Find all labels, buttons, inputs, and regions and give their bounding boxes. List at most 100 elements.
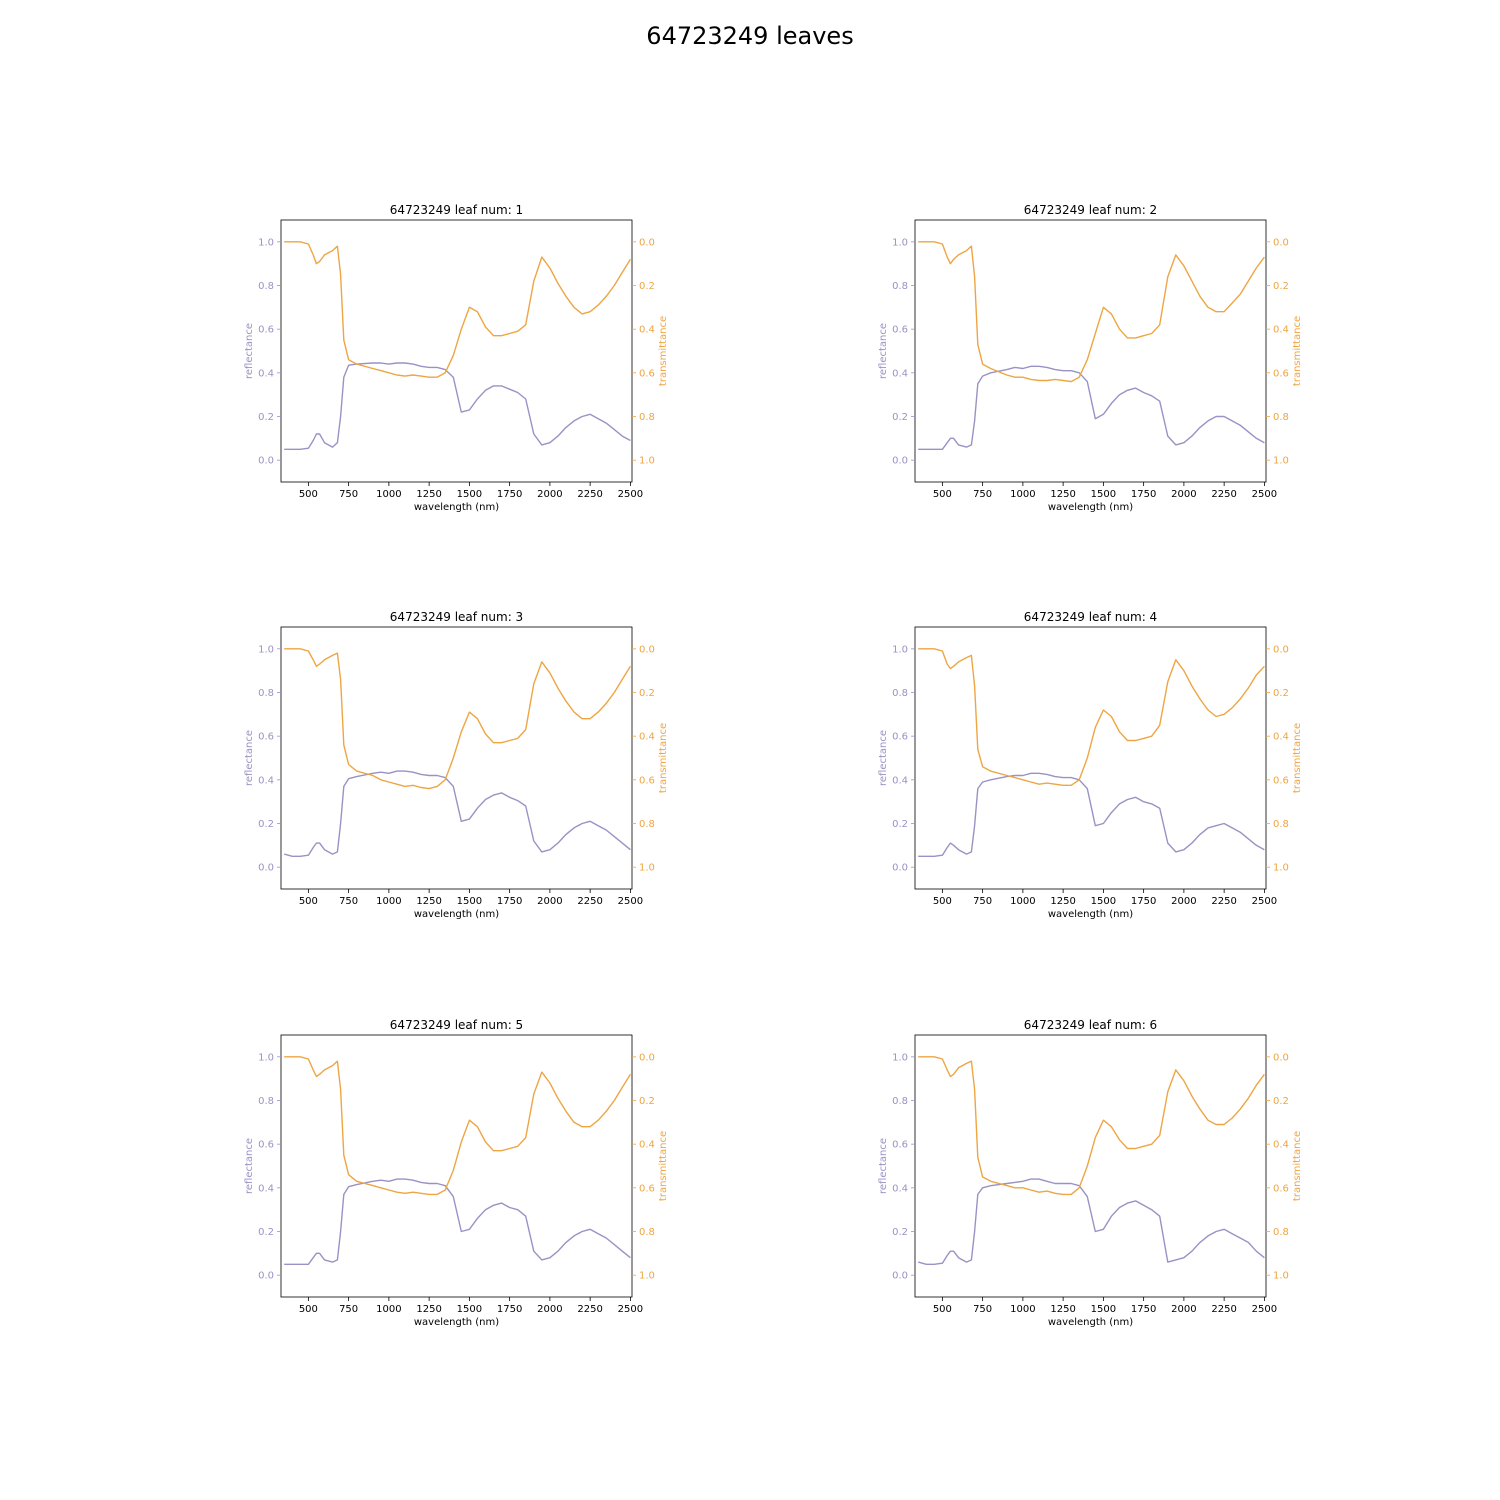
x-tick-label: 2000 (537, 1304, 562, 1315)
y-tick-label: 0.0 (258, 456, 274, 467)
y-tick-label: 1.0 (258, 644, 274, 655)
x-tick-label: 1500 (1091, 896, 1116, 907)
reflectance-line-1 (284, 362, 631, 450)
y2-tick-label: 0.4 (639, 732, 655, 743)
x-tick-label: 2250 (1211, 1304, 1236, 1315)
x-tick-label: 500 (933, 896, 952, 907)
y2-tick-label: 1.0 (1273, 863, 1289, 874)
y2-tick-label: 0.8 (639, 1227, 655, 1238)
y-axis-label-4: reflectance (878, 730, 889, 786)
x-tick-label: 2500 (618, 489, 643, 500)
y-axis-label-2: reflectance (878, 323, 889, 379)
y-tick-label: 0.2 (892, 819, 908, 830)
y2-tick-label: 0.0 (639, 237, 655, 248)
x-tick-label: 2250 (577, 896, 602, 907)
y2-axis-label-4: transmittance (1292, 723, 1303, 793)
y-axis-label-3: reflectance (244, 730, 255, 786)
plot-frame-4 (914, 626, 1267, 890)
y2-axis-label-2: transmittance (1292, 316, 1303, 386)
y2-tick-label: 0.8 (1273, 412, 1289, 423)
x-tick-label: 2000 (537, 489, 562, 500)
x-tick-label: 1750 (497, 1304, 522, 1315)
y-tick-label: 1.0 (892, 1052, 908, 1063)
x-tick-label: 2250 (1211, 896, 1236, 907)
plot-frame-1 (280, 219, 633, 483)
panel-4: 64723249 leaf num: 4 500 750 1000 1250 1500 17… (878, 610, 1303, 920)
x-tick-label: 1000 (376, 1304, 401, 1315)
y2-tick-label: 0.0 (1273, 1052, 1289, 1063)
x-tick-label: 2500 (618, 1304, 643, 1315)
x-tick-label: 1750 (1131, 896, 1156, 907)
y-tick-label: 0.4 (258, 775, 274, 786)
y-tick-label: 0.6 (258, 1140, 274, 1151)
y-tick-label: 0.8 (892, 1096, 908, 1107)
y-tick-label: 0.4 (892, 1183, 908, 1194)
y-tick-label: 0.8 (892, 281, 908, 292)
panel-title-4: 64723249 leaf num: 4 (1024, 610, 1157, 624)
plot-frame-3 (280, 626, 633, 890)
x-axis-label-3: wavelength (nm) (414, 909, 499, 920)
x-axis-label-2: wavelength (nm) (1048, 502, 1133, 513)
y2-tick-label: 1.0 (639, 456, 655, 467)
x-tick-label: 500 (299, 1304, 318, 1315)
y2-tick-label: 0.8 (639, 819, 655, 830)
y2-tick-label: 1.0 (639, 1271, 655, 1282)
transmittance-line-5 (284, 1056, 631, 1196)
panel-title-2: 64723249 leaf num: 2 (1024, 203, 1157, 217)
y2-tick-label: 0.2 (639, 688, 655, 699)
x-tick-label: 2500 (1252, 1304, 1277, 1315)
y-tick-label: 0.2 (892, 412, 908, 423)
y2-tick-label: 0.0 (639, 1052, 655, 1063)
x-tick-label: 750 (339, 1304, 358, 1315)
x-tick-label: 500 (299, 489, 318, 500)
y2-tick-label: 0.2 (1273, 281, 1289, 292)
panel-title-1: 64723249 leaf num: 1 (390, 203, 523, 217)
y-tick-label: 0.6 (258, 325, 274, 336)
panel-2: 64723249 leaf num: 2 500 750 1000 1250 1500 17… (878, 203, 1303, 513)
y2-tick-label: 0.6 (639, 775, 655, 786)
y2-tick-label: 0.4 (1273, 1140, 1289, 1151)
y-tick-label: 1.0 (892, 644, 908, 655)
panel-3: 64723249 leaf num: 3 500 750 1000 1250 1500 17… (244, 610, 669, 920)
y-tick-label: 0.8 (258, 281, 274, 292)
x-tick-label: 1750 (1131, 1304, 1156, 1315)
x-tick-label: 2000 (1171, 489, 1196, 500)
transmittance-line-4 (918, 648, 1265, 786)
y2-tick-label: 0.6 (1273, 775, 1289, 786)
plot-frame-2 (914, 219, 1267, 483)
y2-tick-label: 0.8 (1273, 1227, 1289, 1238)
x-tick-label: 1500 (457, 896, 482, 907)
x-tick-label: 1000 (1010, 489, 1035, 500)
x-tick-label: 2000 (1171, 896, 1196, 907)
y-tick-label: 0.4 (258, 368, 274, 379)
y2-tick-label: 1.0 (1273, 456, 1289, 467)
x-tick-label: 750 (339, 896, 358, 907)
y-tick-label: 1.0 (258, 1052, 274, 1063)
y2-tick-label: 0.0 (639, 644, 655, 655)
x-tick-label: 500 (933, 1304, 952, 1315)
x-tick-label: 1500 (1091, 1304, 1116, 1315)
x-axis-label-6: wavelength (nm) (1048, 1317, 1133, 1328)
y2-tick-label: 1.0 (639, 863, 655, 874)
y2-tick-label: 0.6 (639, 368, 655, 379)
panel-5: 64723249 leaf num: 5 500 750 1000 1250 1500 17… (244, 1018, 669, 1328)
y2-tick-label: 0.6 (1273, 368, 1289, 379)
y-tick-label: 0.2 (258, 412, 274, 423)
y2-tick-label: 0.4 (639, 1140, 655, 1151)
y2-axis-label-5: transmittance (658, 1131, 669, 1201)
x-tick-label: 1250 (1050, 1304, 1075, 1315)
y-tick-label: 0.6 (258, 732, 274, 743)
y2-tick-label: 0.8 (1273, 819, 1289, 830)
x-tick-label: 2000 (1171, 1304, 1196, 1315)
y-axis-label-1: reflectance (244, 323, 255, 379)
y2-tick-label: 0.4 (1273, 732, 1289, 743)
y-tick-label: 0.8 (892, 688, 908, 699)
x-tick-label: 1750 (497, 896, 522, 907)
y2-axis-label-6: transmittance (1292, 1131, 1303, 1201)
y2-tick-label: 0.4 (639, 325, 655, 336)
x-tick-label: 1000 (376, 896, 401, 907)
x-tick-label: 1750 (497, 489, 522, 500)
y-tick-label: 0.4 (258, 1183, 274, 1194)
x-tick-label: 500 (933, 489, 952, 500)
x-tick-label: 1250 (1050, 896, 1075, 907)
